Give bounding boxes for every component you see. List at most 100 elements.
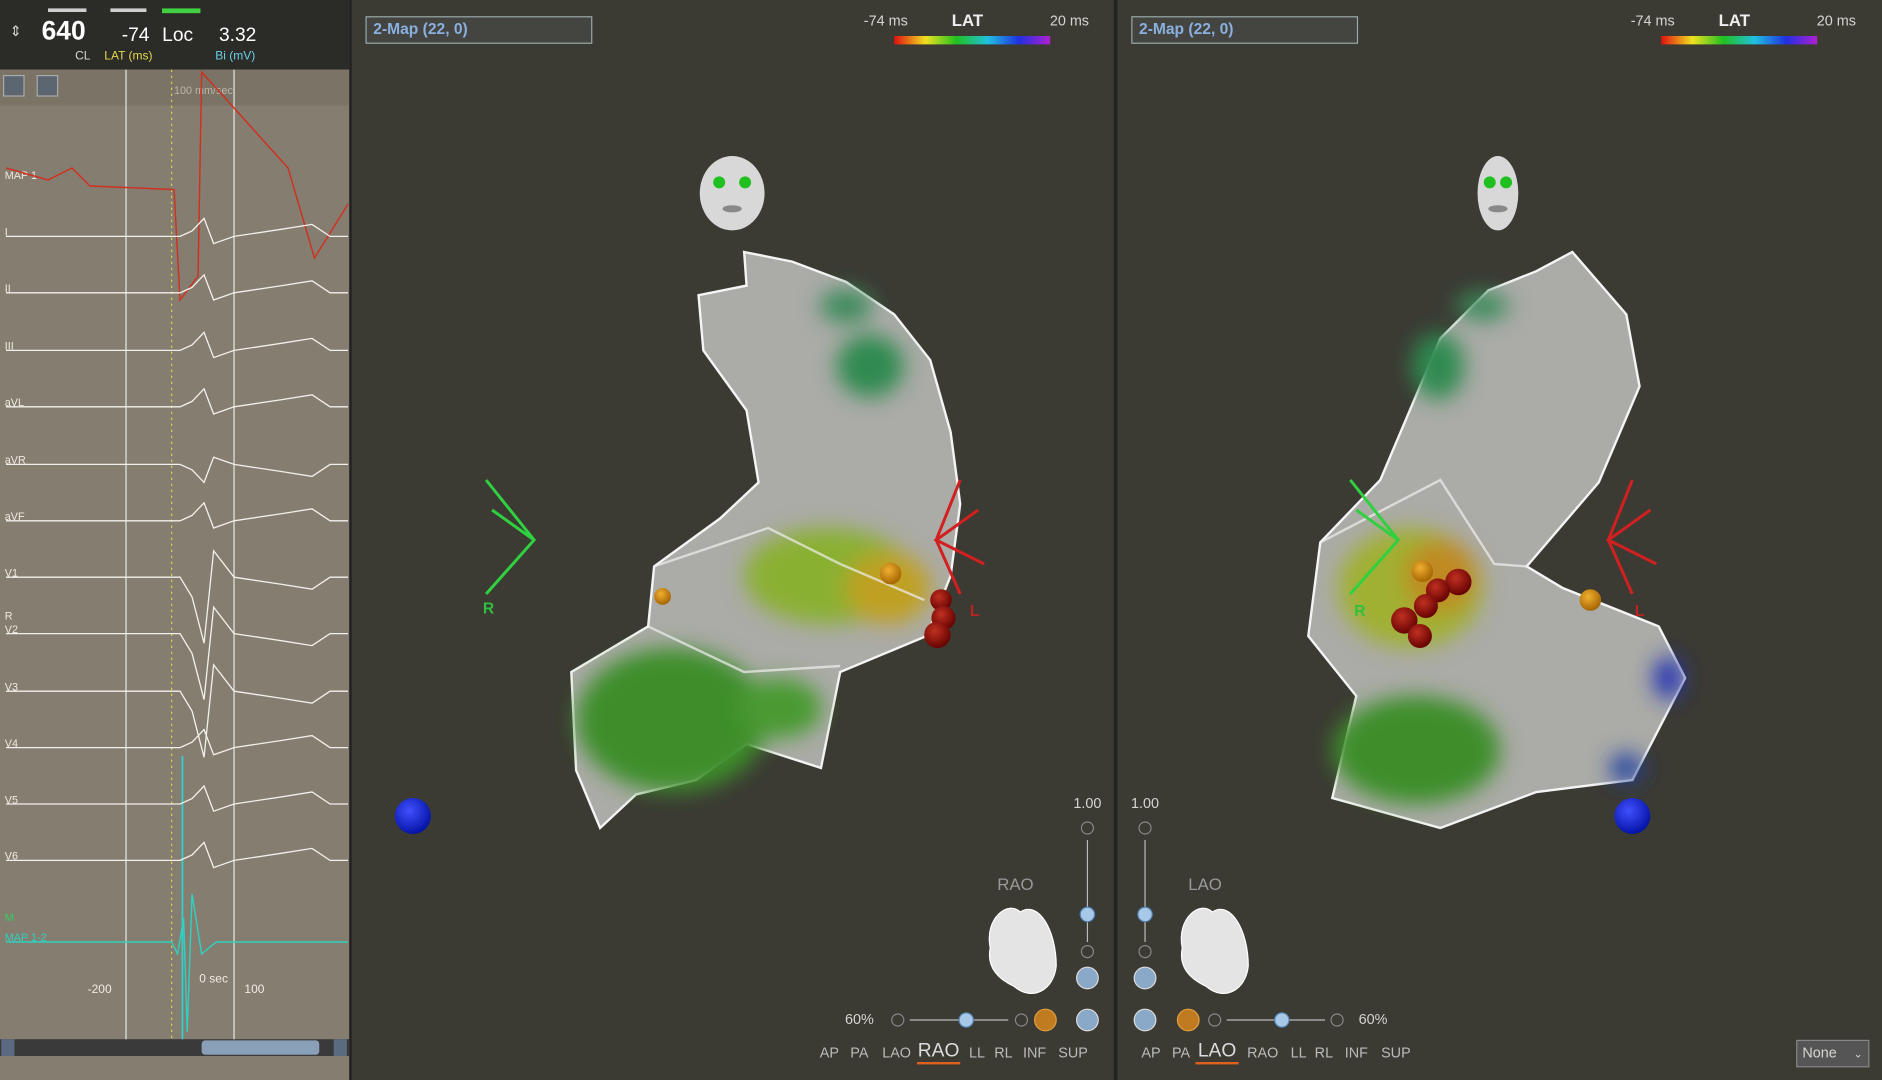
tool-button[interactable] bbox=[3, 75, 25, 97]
channel-label: V3 bbox=[5, 681, 18, 693]
ablation-point bbox=[1413, 594, 1438, 618]
opacity-value: 1.00 bbox=[1073, 796, 1101, 812]
scale-min: -74 ms bbox=[864, 13, 908, 29]
ecg-trace bbox=[6, 331, 349, 359]
status-bar bbox=[48, 8, 87, 12]
ablation-point bbox=[879, 562, 902, 585]
ecg-trace bbox=[6, 605, 349, 700]
opacity-minus[interactable] bbox=[1080, 944, 1095, 959]
orientation-face bbox=[1477, 156, 1519, 231]
view-button[interactable]: AP bbox=[1141, 1045, 1160, 1061]
overlay-select[interactable] bbox=[1796, 1039, 1870, 1068]
face-mouth bbox=[722, 205, 742, 213]
channel-label: I bbox=[5, 227, 8, 239]
surface-edge bbox=[647, 625, 841, 674]
opacity-knob[interactable] bbox=[1137, 906, 1153, 923]
view-button[interactable]: PA bbox=[1172, 1045, 1191, 1061]
channel-label: MAP 1-2 bbox=[5, 932, 47, 944]
opacity-value: 1.00 bbox=[1131, 796, 1159, 812]
dropdown-arrow: ⌄ bbox=[1853, 1049, 1862, 1061]
zoom-plus[interactable] bbox=[1330, 1013, 1344, 1027]
channel-label: aVF bbox=[5, 511, 25, 523]
ecg-trace bbox=[6, 501, 349, 529]
ecg-trace bbox=[6, 663, 349, 758]
color-region bbox=[1332, 696, 1501, 804]
channel-label: V5 bbox=[5, 794, 18, 806]
map-select[interactable] bbox=[365, 16, 593, 44]
color-region bbox=[846, 552, 931, 624]
zoom-knob[interactable] bbox=[1274, 1012, 1290, 1028]
tool-button[interactable] bbox=[36, 75, 59, 97]
light-button[interactable] bbox=[1176, 1008, 1200, 1032]
orientation-face bbox=[699, 156, 765, 231]
ecg-trace bbox=[6, 893, 349, 1033]
scale-max: 20 ms bbox=[1817, 13, 1856, 29]
ecg-trace bbox=[6, 217, 349, 245]
lat-value: -74 bbox=[122, 25, 150, 46]
opacity-plus[interactable] bbox=[1138, 821, 1152, 835]
face-mouth bbox=[1488, 205, 1508, 213]
view-button[interactable]: RAO bbox=[918, 1040, 960, 1061]
scroll-thumb[interactable] bbox=[201, 1040, 320, 1055]
spin-arrows[interactable]: ⇕ bbox=[10, 24, 22, 40]
view-button[interactable]: AP bbox=[820, 1045, 839, 1061]
color-region bbox=[819, 289, 873, 323]
view-reset-button[interactable] bbox=[1133, 1008, 1157, 1032]
zoom-minus[interactable] bbox=[1208, 1013, 1222, 1027]
active-view-underline bbox=[916, 1062, 961, 1065]
zoom-plus[interactable] bbox=[1014, 1013, 1029, 1027]
view-button[interactable]: RL bbox=[1315, 1045, 1333, 1061]
opacity-knob[interactable] bbox=[1079, 906, 1096, 923]
channel-label: II bbox=[5, 283, 11, 295]
view-button[interactable]: LL bbox=[1291, 1045, 1307, 1061]
map-select-label: 2-Map (22, 0) bbox=[373, 21, 467, 38]
bipolar-value: 3.32 bbox=[219, 25, 256, 46]
scale-title: LAT bbox=[1719, 11, 1751, 30]
light-button[interactable] bbox=[1034, 1008, 1057, 1032]
reset-button[interactable] bbox=[1133, 966, 1157, 990]
ecg-trace bbox=[6, 784, 349, 813]
ablation-point bbox=[1407, 624, 1432, 648]
view-button[interactable]: RAO bbox=[1247, 1045, 1278, 1061]
map-select[interactable] bbox=[1131, 16, 1359, 44]
view-button[interactable]: PA bbox=[850, 1045, 869, 1061]
reset-button[interactable] bbox=[1076, 966, 1099, 990]
zoom-knob[interactable] bbox=[958, 1012, 975, 1028]
view-button[interactable]: LAO bbox=[882, 1045, 911, 1061]
view-button[interactable]: INF bbox=[1023, 1045, 1046, 1061]
reference-ball bbox=[394, 798, 431, 834]
surface-edge bbox=[1319, 478, 1527, 568]
view-reset-button[interactable] bbox=[1076, 1008, 1099, 1032]
channel-label: V1 bbox=[5, 567, 18, 579]
view-button[interactable]: RL bbox=[994, 1045, 1012, 1061]
color-region bbox=[1653, 656, 1683, 700]
zoom-value: 60% bbox=[1359, 1012, 1388, 1028]
ablation-point bbox=[924, 621, 951, 648]
lat-label: LAT (ms) bbox=[104, 49, 152, 63]
ablation-point bbox=[1579, 589, 1602, 611]
view-button[interactable]: LL bbox=[969, 1045, 985, 1061]
ablation-point bbox=[1391, 607, 1418, 634]
zoom-minus[interactable] bbox=[891, 1013, 905, 1027]
status-bar bbox=[162, 8, 201, 14]
ecg-panel bbox=[0, 0, 350, 1080]
color-region bbox=[836, 334, 904, 398]
channel-label: V2 bbox=[5, 624, 18, 636]
heart-icon bbox=[1180, 907, 1249, 994]
opacity-minus[interactable] bbox=[1138, 944, 1152, 959]
view-button[interactable]: SUP bbox=[1058, 1045, 1088, 1061]
color-region bbox=[1411, 332, 1465, 400]
view-button[interactable]: SUP bbox=[1381, 1045, 1411, 1061]
channel-label: MAP 1 bbox=[5, 170, 37, 182]
orientation-left: L bbox=[1635, 603, 1645, 620]
opacity-plus[interactable] bbox=[1080, 821, 1095, 835]
active-view-underline bbox=[1195, 1062, 1239, 1065]
scroll-right[interactable] bbox=[333, 1039, 347, 1056]
view-button[interactable]: LAO bbox=[1198, 1040, 1236, 1061]
scroll-left[interactable] bbox=[1, 1039, 15, 1056]
activation-colors bbox=[1332, 291, 1683, 804]
view-button[interactable]: INF bbox=[1345, 1045, 1368, 1061]
face-eye bbox=[1483, 176, 1496, 189]
orientation-marker-left bbox=[1605, 479, 1658, 595]
